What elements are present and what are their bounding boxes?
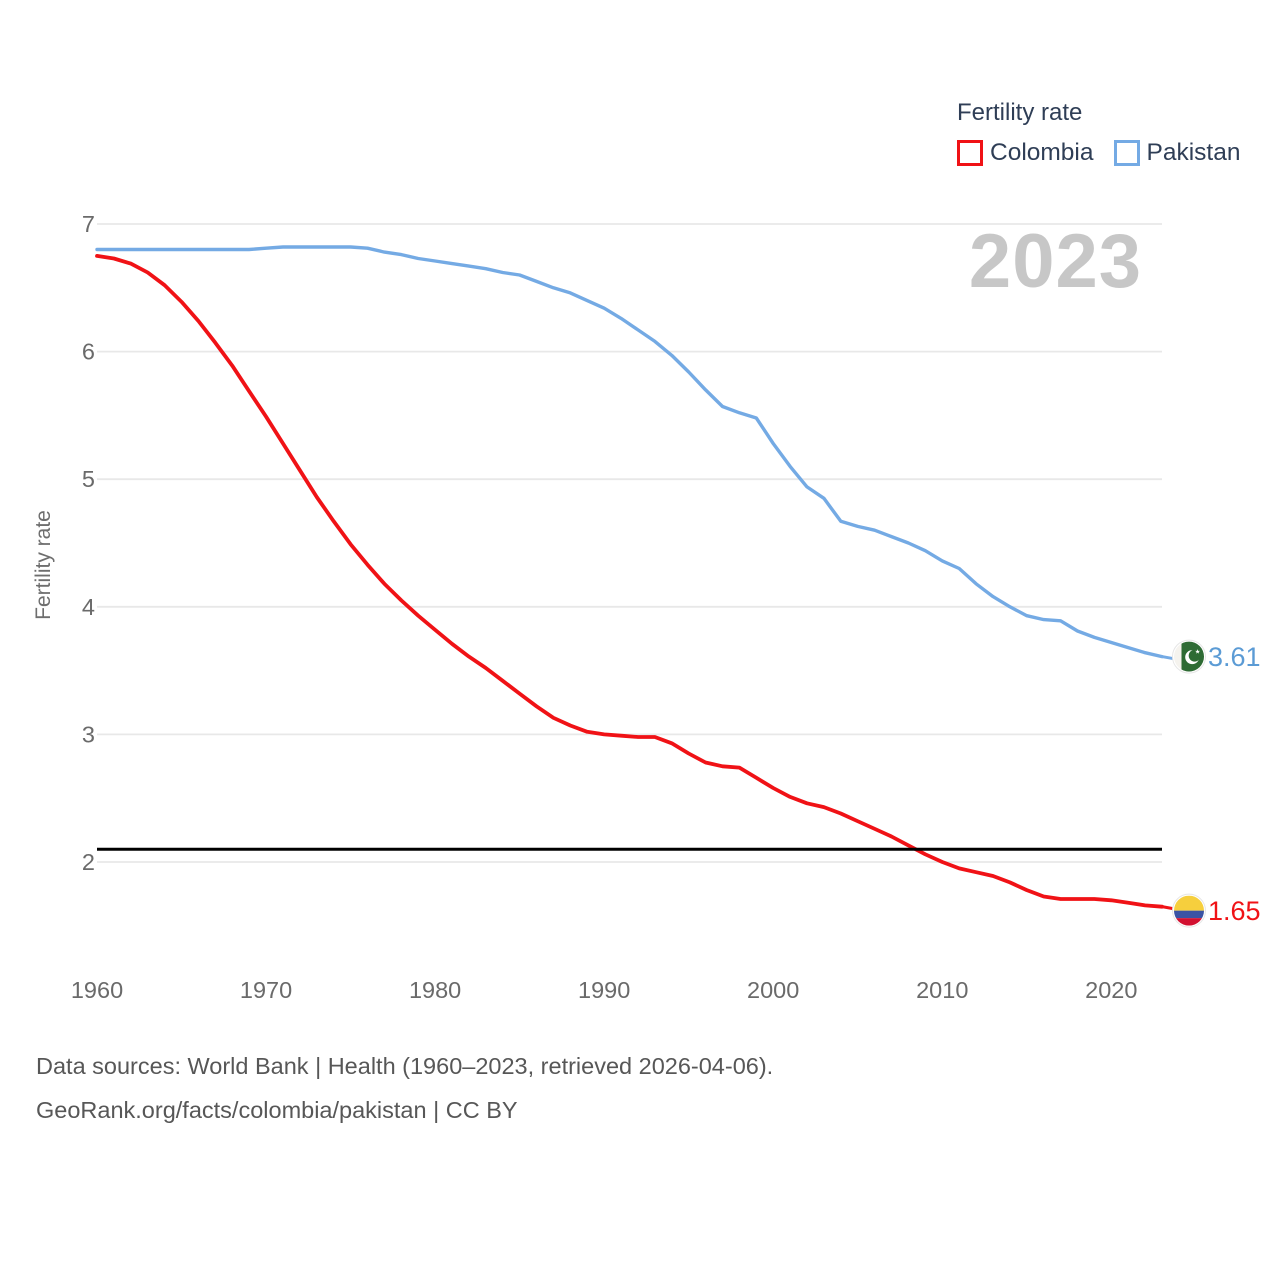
y-tick-label: 7 bbox=[82, 211, 95, 237]
pakistan-line[interactable] bbox=[95, 245, 1164, 659]
x-tick-label: 1970 bbox=[240, 977, 292, 1003]
y-tick-label: 6 bbox=[82, 339, 95, 365]
georank-citation-line: GeoRank.org/facts/colombia/pakistan | CC… bbox=[36, 1097, 518, 1123]
y-axis-title: Fertility rate bbox=[32, 510, 55, 620]
x-tick-label: 2010 bbox=[916, 977, 968, 1003]
gridlines bbox=[97, 223, 1162, 863]
pakistan-flag-icon bbox=[1172, 639, 1206, 674]
colombia-flag-icon bbox=[1172, 893, 1206, 928]
legend-label-colombia: Colombia bbox=[990, 139, 1094, 166]
legend-label-pakistan: Pakistan bbox=[1146, 139, 1241, 166]
x-tick-label: 2020 bbox=[1085, 977, 1137, 1003]
y-tick-label: 2 bbox=[82, 849, 95, 875]
legend-item-pakistan[interactable]: Pakistan bbox=[1113, 139, 1241, 167]
colombia-connector bbox=[1161, 905, 1174, 911]
legend-title: Fertility rate bbox=[957, 99, 1083, 126]
x-tick-label: 1990 bbox=[578, 977, 630, 1003]
y-tick-label: 5 bbox=[82, 466, 95, 492]
pakistan-swatch-icon bbox=[1113, 140, 1140, 166]
x-tick-label: 1980 bbox=[409, 977, 461, 1003]
pakistan-connector bbox=[1161, 655, 1174, 661]
source-attribution: Data sources: World Bank | Health (1960–… bbox=[36, 1044, 773, 1132]
colombia-line[interactable] bbox=[95, 253, 1164, 909]
y-tick-label: 4 bbox=[82, 594, 95, 620]
colombia-swatch-icon bbox=[957, 140, 983, 166]
x-tick-label: 1960 bbox=[71, 977, 123, 1003]
x-tick-label: 2000 bbox=[747, 977, 799, 1003]
x-axis-tick-labels: 1960 1970 1980 1990 2000 2010 2020 bbox=[71, 977, 1138, 1003]
data-sources-line: Data sources: World Bank | Health (1960–… bbox=[36, 1053, 774, 1079]
watermark-year: 2023 bbox=[968, 219, 1142, 304]
pakistan-end-value: 3.61 bbox=[1208, 641, 1261, 672]
colombia-end-value: 1.65 bbox=[1208, 895, 1261, 926]
y-tick-label: 3 bbox=[82, 721, 95, 747]
y-axis-tick-labels: 2 3 4 5 6 7 bbox=[82, 211, 95, 875]
legend-item-colombia[interactable]: Colombia bbox=[957, 139, 1094, 167]
legend: Fertility rate Colombia Pakistan bbox=[957, 99, 1240, 167]
